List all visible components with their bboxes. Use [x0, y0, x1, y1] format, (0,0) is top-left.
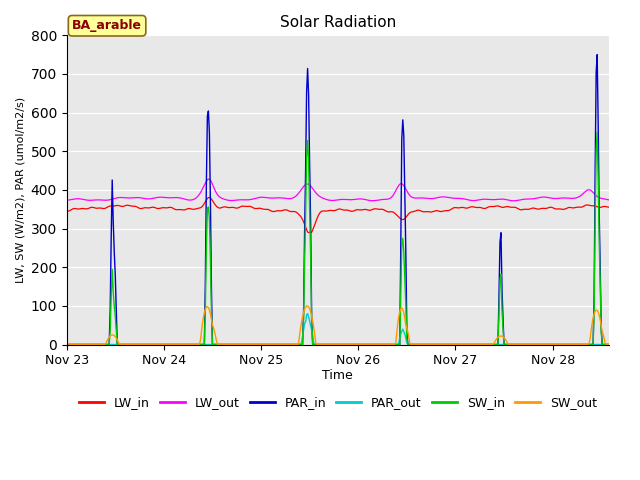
PAR_in: [113, 342, 121, 348]
LW_in: [205, 194, 213, 200]
SW_in: [478, 342, 486, 348]
Legend: LW_in, LW_out, PAR_in, PAR_out, SW_in, SW_out: LW_in, LW_out, PAR_in, PAR_out, SW_in, S…: [74, 391, 602, 414]
Text: BA_arable: BA_arable: [72, 19, 142, 32]
PAR_out: [607, 342, 614, 348]
Line: PAR_out: PAR_out: [67, 313, 611, 345]
LW_out: [106, 197, 113, 203]
Line: SW_in: SW_in: [67, 132, 611, 345]
PAR_in: [106, 342, 113, 348]
SW_out: [63, 342, 70, 348]
SW_out: [234, 342, 241, 348]
SW_out: [346, 342, 353, 348]
PAR_out: [479, 342, 486, 348]
Line: SW_out: SW_out: [67, 306, 611, 345]
Line: LW_out: LW_out: [67, 179, 611, 201]
SW_out: [479, 342, 486, 348]
PAR_in: [63, 342, 70, 348]
PAR_out: [106, 342, 113, 348]
SW_in: [344, 342, 352, 348]
LW_in: [235, 205, 243, 211]
PAR_in: [593, 52, 601, 58]
LW_out: [510, 198, 518, 204]
SW_out: [106, 334, 113, 340]
LW_in: [106, 204, 113, 209]
SW_out: [607, 342, 614, 348]
LW_in: [63, 208, 70, 214]
LW_in: [607, 204, 614, 210]
PAR_out: [372, 342, 380, 348]
SW_in: [234, 342, 241, 348]
SW_out: [113, 337, 121, 343]
PAR_out: [304, 311, 312, 316]
LW_out: [346, 197, 353, 203]
LW_out: [235, 197, 243, 203]
Line: PAR_in: PAR_in: [67, 55, 611, 345]
SW_in: [593, 129, 601, 135]
Y-axis label: LW, SW (W/m2), PAR (umol/m2/s): LW, SW (W/m2), PAR (umol/m2/s): [15, 97, 25, 283]
SW_in: [371, 342, 378, 348]
PAR_in: [344, 342, 352, 348]
PAR_in: [371, 342, 378, 348]
X-axis label: Time: Time: [323, 369, 353, 382]
LW_in: [372, 206, 380, 212]
LW_out: [479, 196, 486, 202]
SW_in: [607, 342, 614, 348]
SW_in: [106, 342, 113, 348]
LW_in: [113, 203, 121, 208]
PAR_out: [63, 342, 70, 348]
LW_in: [346, 208, 354, 214]
PAR_out: [113, 342, 121, 348]
LW_out: [63, 197, 70, 203]
PAR_in: [234, 342, 241, 348]
PAR_out: [234, 342, 241, 348]
SW_out: [304, 303, 312, 309]
PAR_out: [346, 342, 353, 348]
Title: Solar Radiation: Solar Radiation: [280, 15, 396, 30]
PAR_in: [607, 342, 614, 348]
LW_out: [372, 198, 380, 204]
SW_in: [63, 342, 70, 348]
Line: LW_in: LW_in: [67, 197, 611, 232]
LW_out: [113, 195, 121, 201]
LW_in: [480, 205, 488, 211]
PAR_in: [478, 342, 486, 348]
SW_in: [113, 342, 121, 348]
SW_out: [372, 342, 380, 348]
LW_out: [607, 197, 614, 203]
LW_in: [305, 229, 312, 235]
LW_out: [205, 176, 212, 182]
